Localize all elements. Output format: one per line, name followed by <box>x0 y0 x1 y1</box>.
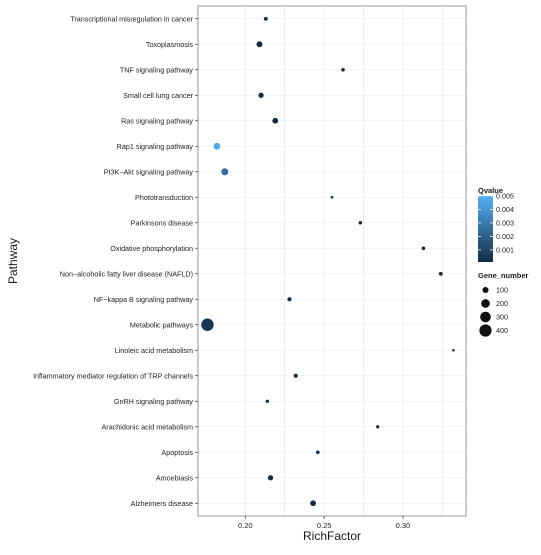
gene-number-legend-key <box>479 324 492 337</box>
y-tick-label: GnRH signaling pathway <box>114 397 194 406</box>
y-tick-label: Linoleic acid metabolism <box>115 346 193 355</box>
y-tick-label: PI3K−Akt signaling pathway <box>104 167 194 176</box>
data-point <box>201 318 214 331</box>
y-tick-label: Parkinsons disease <box>131 218 193 227</box>
y-tick-label: Oxidative phosphorylation <box>110 244 193 253</box>
data-point <box>358 220 363 225</box>
data-point <box>272 117 279 124</box>
y-tick-label: Alzheimers disease <box>131 499 193 508</box>
y-tick-label: Inflammatory mediator regulation of TRP … <box>33 371 193 380</box>
y-tick-label: Apoptosis <box>161 448 193 457</box>
qvalue-tick-label: 0.002 <box>496 232 514 241</box>
data-point <box>438 271 443 276</box>
y-tick-label: Amoebiasis <box>156 473 194 482</box>
qvalue-tick-label: 0.005 <box>496 192 514 201</box>
x-tick-label: 0.20 <box>238 521 253 530</box>
gene-number-legend-label: 300 <box>496 313 508 322</box>
y-tick-label: Arachidonic acid metabolism <box>102 422 193 431</box>
data-point <box>258 92 264 98</box>
qvalue-legend-title: Qvalue <box>478 186 503 195</box>
y-axis-ticks: Transcriptional misregulation in cancer T… <box>33 14 198 508</box>
qvalue-legend-ticks: 0.005 0.004 0.003 0.002 0.001 <box>478 192 514 254</box>
data-point <box>316 450 320 455</box>
data-point <box>376 425 380 429</box>
data-point <box>263 16 268 21</box>
qvalue-tick-label: 0.003 <box>496 219 514 228</box>
legend: Qvalue 0.005 0.004 0.003 0.002 0.001 Gene_nu… <box>478 186 529 337</box>
gene-number-legend-label: 400 <box>496 326 508 335</box>
data-point <box>341 67 345 72</box>
gene-number-legend-title: Gene_number <box>478 271 529 280</box>
x-tick-label: 0.25 <box>317 521 332 530</box>
qvalue-tick-label: 0.004 <box>496 205 514 214</box>
y-tick-label: Toxoplasmosis <box>146 40 194 49</box>
data-points <box>201 16 455 507</box>
y-tick-label: Rap1 signaling pathway <box>117 142 194 151</box>
qvalue-tick-label: 0.001 <box>496 245 514 254</box>
y-tick-label: Transcriptional misregulation in cancer <box>70 14 193 23</box>
x-axis-ticks: 0.20 0.25 0.30 <box>238 516 410 530</box>
data-point <box>265 399 270 403</box>
y-tick-label: Ras signaling pathway <box>121 116 193 125</box>
x-tick-label: 0.30 <box>396 521 411 530</box>
plot-border <box>197 5 467 517</box>
y-tick-label: TNF signaling pathway <box>120 65 194 74</box>
gene-number-legend-label: 200 <box>496 299 508 308</box>
gene-number-legend-key <box>482 286 489 294</box>
data-point <box>221 168 229 176</box>
plot-panel <box>198 6 466 516</box>
gene-number-legend-key <box>481 299 490 308</box>
data-point <box>287 297 292 302</box>
y-tick-label: NF−kappa B signaling pathway <box>94 295 194 304</box>
data-point <box>452 348 455 352</box>
y-axis-title: Pathway <box>6 238 20 284</box>
y-tick-label: Small cell lung cancer <box>123 91 194 100</box>
gene-number-legend-key <box>480 311 491 323</box>
data-point <box>267 475 274 481</box>
gene-number-legend-label: 100 <box>496 286 508 295</box>
data-point <box>256 41 263 48</box>
gene-number-legend-keys: 100 200 300 400 <box>479 286 508 337</box>
data-point <box>213 142 221 150</box>
y-tick-label: Metabolic pathways <box>130 320 194 329</box>
y-tick-label: Non−alcoholic fatty liver disease (NAFLD… <box>60 269 193 278</box>
data-point <box>421 246 426 251</box>
qvalue-colorbar <box>478 196 493 262</box>
data-point <box>293 373 298 378</box>
data-point <box>330 195 334 199</box>
data-point <box>310 500 316 507</box>
y-tick-label: Phototransduction <box>135 193 193 202</box>
x-axis-title: RichFactor <box>303 529 361 543</box>
